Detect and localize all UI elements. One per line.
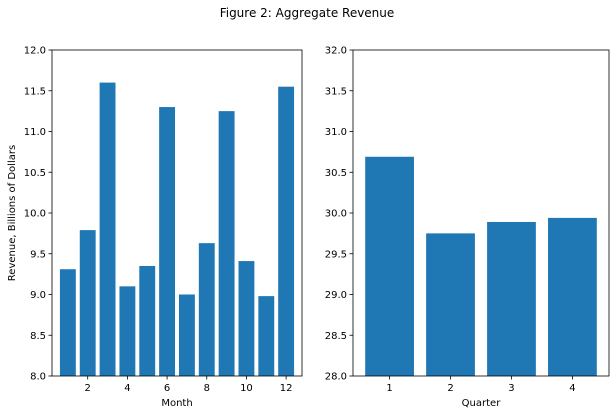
month-bar-4 — [119, 286, 136, 376]
x-tick-label: 2 — [85, 383, 91, 394]
y-axis-label: Revenue, Billions of Dollars — [7, 145, 18, 281]
y-tick-label: 29.0 — [325, 290, 347, 301]
month-bar-11 — [258, 296, 275, 376]
month-bar-2 — [79, 230, 96, 376]
y-tick-label: 31.0 — [325, 127, 347, 138]
month-bar-8 — [198, 243, 215, 376]
month-bar-9 — [218, 111, 235, 376]
x-tick-label: 8 — [204, 383, 210, 394]
x-tick-label: 10 — [240, 383, 253, 394]
y-tick-label: 10.5 — [24, 168, 46, 179]
month-bar-12 — [278, 86, 295, 377]
y-tick-label: 29.5 — [325, 249, 347, 260]
x-tick-label: 6 — [164, 383, 170, 394]
y-tick-label: 28.0 — [325, 372, 347, 383]
month-bar-6 — [159, 107, 176, 377]
month-bar-1 — [59, 269, 76, 376]
month-bar-7 — [178, 294, 195, 376]
y-tick-label: 10.0 — [24, 209, 46, 220]
y-tick-label: 31.5 — [325, 86, 347, 97]
y-tick-label: 12.0 — [24, 46, 46, 57]
x-tick-label: 4 — [569, 383, 575, 394]
x-tick-label: 3 — [508, 383, 514, 394]
y-tick-label: 9.5 — [30, 249, 46, 260]
quarter-bar-2 — [426, 233, 475, 376]
x-tick-label: 4 — [124, 383, 130, 394]
x-tick-label: 1 — [386, 383, 392, 394]
y-tick-label: 30.5 — [325, 168, 347, 179]
y-tick-label: 9.0 — [30, 290, 46, 301]
y-tick-label: 28.5 — [325, 331, 347, 342]
figure-title: Figure 2: Aggregate Revenue — [220, 6, 395, 20]
month-bar-5 — [139, 265, 156, 376]
month-bar-10 — [238, 261, 255, 376]
y-tick-label: 30.0 — [325, 209, 347, 220]
monthly-revenue-chart: 8.0 8.5 9.0 9.5 10.0 10.5 11.0 11.5 12.0 2 4 6 8 10 12… — [7, 46, 303, 409]
x-tick-label: 12 — [280, 383, 293, 394]
quarter-bar-1 — [365, 156, 414, 376]
month-bar-3 — [99, 82, 116, 376]
quarter-bar-3 — [487, 221, 536, 376]
y-tick-label: 32.0 — [325, 46, 347, 57]
quarterly-revenue-chart: 28.0 28.5 29.0 29.5 30.0 30.5 31.0 31.5 32.0 1 2 3 4… — [325, 46, 610, 409]
x-tick-label: 2 — [447, 383, 453, 394]
x-axis-label: Month — [161, 398, 192, 409]
y-tick-label: 11.0 — [24, 127, 46, 138]
y-tick-label: 8.0 — [30, 372, 46, 383]
x-axis-label: Quarter — [462, 398, 502, 409]
quarter-bar-4 — [548, 217, 597, 376]
y-tick-label: 11.5 — [24, 86, 46, 97]
y-tick-label: 8.5 — [30, 331, 46, 342]
